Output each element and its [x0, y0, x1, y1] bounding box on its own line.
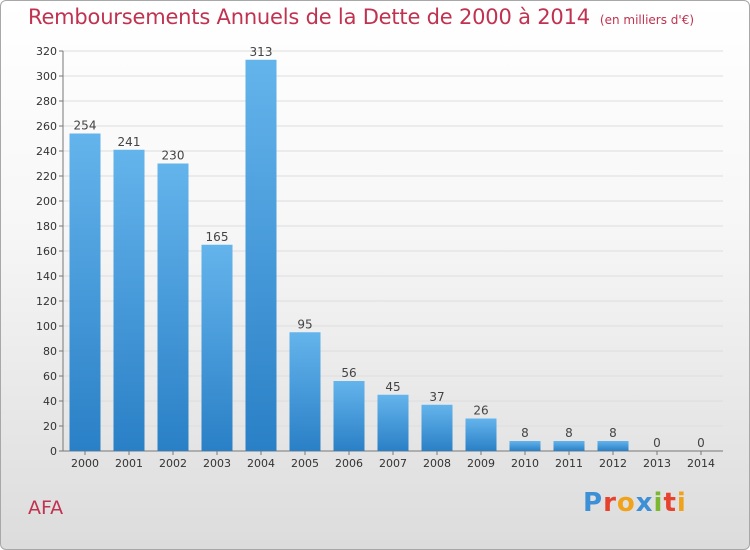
- x-tick-label-2002: 2002: [159, 457, 187, 470]
- x-tick-label-2000: 2000: [71, 457, 99, 470]
- bars: [69, 59, 629, 451]
- y-tick-label: 100: [36, 320, 57, 333]
- y-tick-label: 140: [36, 270, 57, 283]
- data-label-2012: 8: [609, 426, 617, 440]
- y-tick-label: 40: [43, 395, 57, 408]
- bar-2009: [465, 418, 497, 451]
- y-tick-label: 180: [36, 220, 57, 233]
- y-tick-label: 240: [36, 145, 57, 158]
- bar-2002: [157, 163, 189, 451]
- data-labels: 254 241 230 165 313 95 56 45 37 26 8 8 8 0 0: [74, 45, 705, 450]
- x-tick-label-2011: 2011: [555, 457, 583, 470]
- logo-letter: x: [635, 488, 654, 518]
- data-label-2010: 8: [521, 426, 529, 440]
- y-tick-label: 20: [43, 420, 57, 433]
- x-tick-label-2001: 2001: [115, 457, 143, 470]
- x-tick-label-2003: 2003: [203, 457, 231, 470]
- x-tick-label-2012: 2012: [599, 457, 627, 470]
- title-block: Remboursements Annuels de la Dette de 20…: [28, 5, 694, 29]
- data-label-2007: 45: [385, 380, 400, 394]
- y-tick-label: 300: [36, 70, 57, 83]
- logo-letter: t: [663, 488, 677, 518]
- logo-letter: o: [616, 488, 636, 518]
- x-tick-label-2014: 2014: [687, 457, 715, 470]
- y-tick-label: 280: [36, 95, 57, 108]
- data-label-2008: 37: [429, 390, 444, 404]
- y-tick-label: 320: [36, 45, 57, 58]
- y-tick-label: 60: [43, 370, 57, 383]
- x-tick-label-2009: 2009: [467, 457, 495, 470]
- data-label-2013: 0: [653, 436, 661, 450]
- x-tick-label-2006: 2006: [335, 457, 363, 470]
- data-label-2003: 165: [206, 230, 229, 244]
- bar-2008: [421, 404, 453, 451]
- x-tick-label-2010: 2010: [511, 457, 539, 470]
- proxiti-logo: Proxiti: [583, 488, 687, 518]
- bar-2007: [377, 394, 409, 451]
- data-label-2009: 26: [473, 404, 488, 418]
- axes: 0204060801001201401601802002202402602803…: [36, 45, 723, 470]
- bar-2005: [289, 332, 321, 451]
- bar-2001: [113, 149, 145, 451]
- logo-letter: P: [583, 488, 604, 518]
- logo-letter: i: [653, 488, 664, 518]
- bar-2000: [69, 133, 101, 451]
- commune-label: AFA: [28, 497, 64, 519]
- y-tick-label: 0: [50, 445, 57, 458]
- chart-subtitle: (en milliers d'€): [599, 13, 695, 27]
- data-label-2005: 95: [297, 317, 312, 331]
- bar-2011: [553, 441, 585, 451]
- logo-letter: r: [603, 488, 617, 518]
- data-label-2004: 313: [250, 45, 273, 59]
- y-tick-label: 80: [43, 345, 57, 358]
- y-tick-label: 120: [36, 295, 57, 308]
- y-tick-label: 260: [36, 120, 57, 133]
- x-tick-label-2008: 2008: [423, 457, 451, 470]
- logo-letter: i: [676, 488, 687, 518]
- data-label-2006: 56: [341, 366, 356, 380]
- y-tick-label: 200: [36, 195, 57, 208]
- x-tick-label-2004: 2004: [247, 457, 275, 470]
- x-tick-label-2005: 2005: [291, 457, 319, 470]
- bar-2003: [201, 244, 233, 451]
- data-label-2000: 254: [74, 119, 97, 133]
- y-tick-label: 160: [36, 245, 57, 258]
- data-label-2011: 8: [565, 426, 573, 440]
- chart-title: Remboursements Annuels de la Dette de 20…: [28, 5, 590, 29]
- bar-2010: [509, 441, 541, 451]
- data-label-2001: 241: [118, 135, 141, 149]
- x-tick-label-2013: 2013: [643, 457, 671, 470]
- x-tick-label-2007: 2007: [379, 457, 407, 470]
- bar-2006: [333, 381, 365, 451]
- y-tick-label: 220: [36, 170, 57, 183]
- data-label-2014: 0: [697, 436, 705, 450]
- bar-2004: [245, 59, 277, 451]
- bar-2012: [597, 441, 629, 451]
- data-label-2002: 230: [162, 149, 185, 163]
